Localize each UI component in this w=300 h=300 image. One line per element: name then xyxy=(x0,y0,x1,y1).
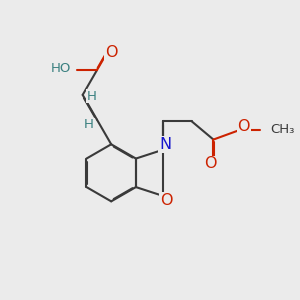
Text: H: H xyxy=(84,118,94,131)
Text: O: O xyxy=(237,119,250,134)
Text: O: O xyxy=(204,156,217,171)
Text: N: N xyxy=(159,137,171,152)
Text: H: H xyxy=(87,90,97,103)
Text: O: O xyxy=(105,45,117,60)
Text: CH₃: CH₃ xyxy=(270,123,295,136)
Text: O: O xyxy=(160,193,172,208)
Text: HO: HO xyxy=(51,62,71,75)
